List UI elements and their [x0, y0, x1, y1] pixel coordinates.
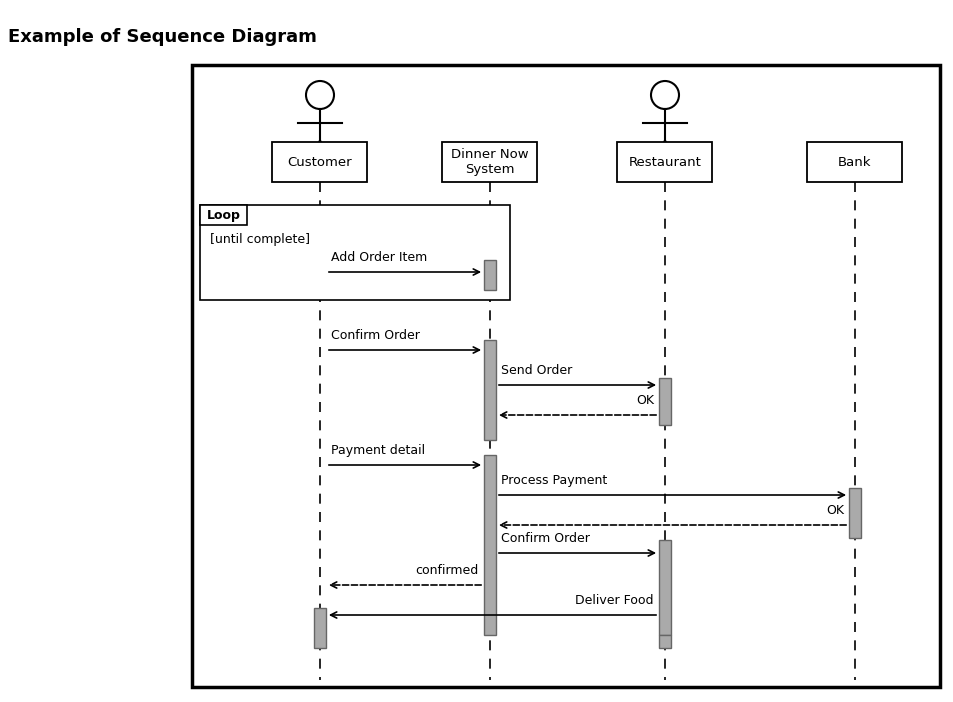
Bar — [659, 635, 670, 648]
Bar — [200, 205, 510, 300]
Text: Confirm Order: Confirm Order — [331, 329, 419, 342]
Bar — [200, 205, 247, 225]
Text: confirmed: confirmed — [416, 564, 478, 577]
Bar — [617, 142, 712, 182]
Text: Example of Sequence Diagram: Example of Sequence Diagram — [8, 28, 316, 46]
Circle shape — [306, 81, 334, 109]
Text: Process Payment: Process Payment — [500, 474, 607, 487]
Text: Add Order Item: Add Order Item — [331, 251, 427, 264]
Bar — [483, 260, 496, 290]
Bar — [848, 488, 861, 538]
Bar — [273, 142, 367, 182]
Bar — [483, 455, 496, 635]
Bar — [806, 142, 902, 182]
Bar — [659, 378, 670, 425]
Text: Restaurant: Restaurant — [628, 156, 700, 168]
Text: Confirm Order: Confirm Order — [500, 532, 589, 545]
Text: Customer: Customer — [288, 156, 352, 168]
Text: OK: OK — [825, 504, 843, 517]
Text: Payment detail: Payment detail — [331, 444, 425, 457]
Text: Dinner Now
System: Dinner Now System — [451, 148, 528, 176]
Bar — [659, 540, 670, 635]
Bar — [442, 142, 537, 182]
Text: Loop: Loop — [207, 208, 240, 222]
Bar — [314, 608, 326, 648]
Circle shape — [650, 81, 679, 109]
Text: [until complete]: [until complete] — [210, 234, 310, 246]
Bar — [192, 65, 939, 687]
Bar — [483, 340, 496, 440]
Text: Send Order: Send Order — [500, 364, 572, 377]
Text: Bank: Bank — [838, 156, 871, 168]
Text: Deliver Food: Deliver Food — [575, 594, 654, 607]
Text: OK: OK — [636, 394, 654, 407]
